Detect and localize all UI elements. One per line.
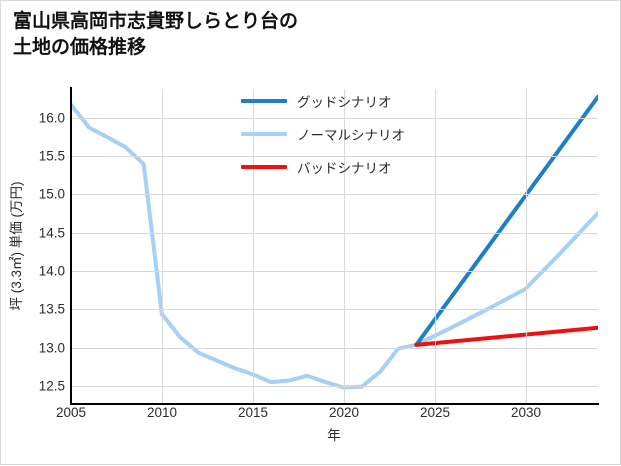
gridline-2025 (435, 89, 436, 403)
legend-swatch-bad-icon (241, 165, 287, 169)
gridline-2030 (526, 89, 527, 403)
gridline-13-5 (71, 309, 598, 310)
line-good-scenario (414, 94, 598, 347)
legend-label-normal: ノーマルシナリオ (297, 128, 405, 143)
legend-swatch-good-icon (241, 99, 287, 103)
gridline-2015 (253, 89, 254, 403)
gridline-15-0 (71, 194, 598, 195)
legend-label-bad: バッドシナリオ (297, 161, 392, 176)
y-tick-13-0: 13.0 (38, 340, 65, 356)
y-tick-14-5: 14.5 (38, 225, 65, 241)
x-tick-2005: 2005 (55, 405, 87, 420)
line-bad-scenario (414, 325, 598, 347)
chart-legend: グッドシナリオ ノーマルシナリオ バッドシナリオ (241, 91, 405, 177)
x-axis-line (70, 403, 599, 405)
gridline-12-5 (71, 386, 598, 387)
y-tick-16-0: 16.0 (38, 110, 65, 126)
x-tick-2025: 2025 (419, 405, 451, 420)
y-tick-15-0: 15.0 (38, 186, 65, 202)
y-axis-line (70, 87, 72, 405)
x-tick-2020: 2020 (328, 405, 360, 420)
x-tick-2030: 2030 (510, 405, 542, 420)
y-axis-label: 坪 (3.3㎡) 単価 (万円) (9, 181, 24, 311)
y-tick-13-5: 13.5 (38, 301, 65, 317)
x-tick-2010: 2010 (146, 405, 178, 420)
legend-item-bad[interactable]: バッドシナリオ (241, 157, 405, 177)
line-normal-scenario (71, 102, 598, 390)
gridline-2010 (162, 89, 163, 403)
gridline-16-0 (71, 118, 598, 119)
y-tick-15-5: 15.5 (38, 148, 65, 164)
x-axis-label: 年 (327, 428, 341, 443)
plot-area (71, 89, 598, 403)
chart-lines (71, 94, 598, 390)
x-tick-2015: 2015 (237, 405, 269, 420)
gridline-2020 (344, 89, 345, 403)
y-axis-tick-labels: 16.0 15.5 15.0 14.5 14.0 13.5 13.0 12.5 (1, 1, 65, 466)
legend-label-good: グッドシナリオ (297, 95, 392, 110)
y-tick-12-5: 12.5 (38, 378, 65, 394)
gridline-14-0 (71, 271, 598, 272)
gridline-14-5 (71, 233, 598, 234)
gridline-13-0 (71, 348, 598, 349)
chart-title: 富山県高岡市志貴野しらとり台の 土地の価格推移 (13, 11, 299, 59)
y-tick-14-0: 14.0 (38, 263, 65, 279)
legend-item-normal[interactable]: ノーマルシナリオ (241, 124, 405, 144)
gridline-15-5 (71, 156, 598, 157)
legend-item-good[interactable]: グッドシナリオ (241, 91, 405, 111)
legend-swatch-normal-icon (241, 132, 287, 136)
